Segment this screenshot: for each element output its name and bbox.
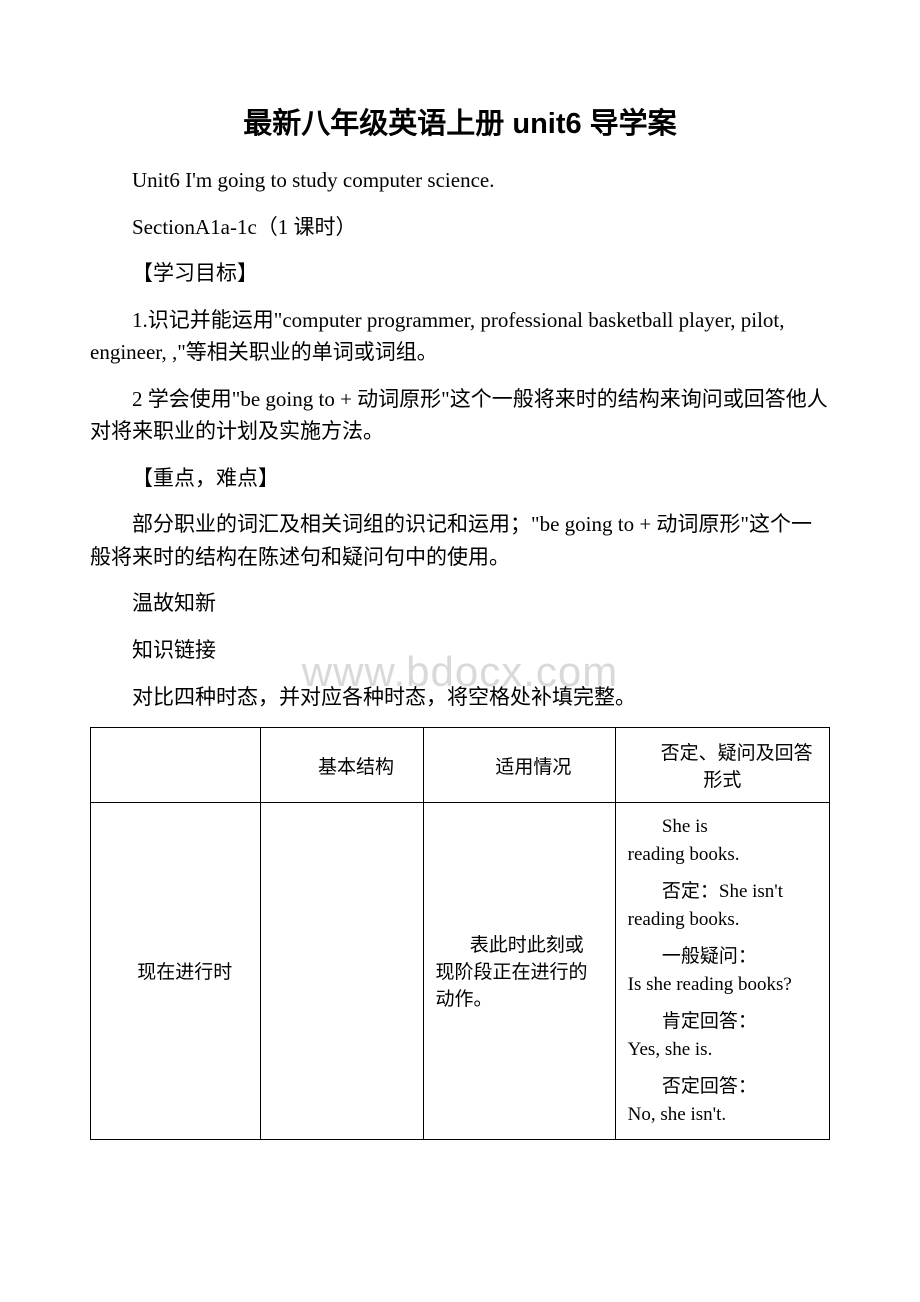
text: Is she reading books? <box>628 974 792 995</box>
text: 否定回答： <box>662 1076 757 1097</box>
tense-table: 基本结构 适用情况 否定、疑问及回答形式 现在进行时 表此时此刻或现阶段正在进行… <box>90 727 830 1139</box>
text: No, she isn't. <box>628 1104 726 1125</box>
text: 表此时此刻或现阶段正在进行的动作。 <box>436 930 603 1011</box>
question-form: 一般疑问： Is she reading books? <box>628 943 817 998</box>
text: be going to + <box>240 387 357 411</box>
text: 一般疑问： <box>662 946 757 967</box>
paragraph-key-points: 部分职业的词汇及相关词组的识记和运用；"be going to + 动词原形"这… <box>90 508 830 573</box>
paragraph-unit-title: Unit6 I'm going to study computer scienc… <box>90 164 830 197</box>
text: 肯定回答： <box>662 1011 757 1032</box>
text: 2 学会使用" <box>132 387 240 411</box>
table-row: 现在进行时 表此时此刻或现阶段正在进行的动作。 She is reading b… <box>91 803 830 1139</box>
paragraph-objective-2: 2 学会使用"be going to + 动词原形"这个一般将来时的结构来询问或… <box>90 383 830 448</box>
text: Yes, she is. <box>628 1039 713 1060</box>
paragraph-objectives-heading: 【学习目标】 <box>90 257 830 290</box>
header-cell-forms: 否定、疑问及回答形式 <box>615 728 829 803</box>
text: 否定： <box>662 881 719 902</box>
text: Unit6 I'm going to study computer scienc… <box>132 168 494 192</box>
table-header-row: 基本结构 适用情况 否定、疑问及回答形式 <box>91 728 830 803</box>
cell-forms: She is reading books. 否定：She isn't readi… <box>615 803 829 1139</box>
paragraph-key-points-heading: 【重点，难点】 <box>90 462 830 495</box>
cell-tense-name: 现在进行时 <box>91 803 261 1139</box>
text: "等相关职业的单词或词组。 <box>177 340 438 364</box>
affirmative-answer: 肯定回答： Yes, she is. <box>628 1008 817 1063</box>
paragraph-section: SectionA1a-1c（1 课时） <box>90 211 830 244</box>
cell-structure <box>260 803 423 1139</box>
text: 现在进行时 <box>103 957 248 984</box>
header-cell-blank <box>91 728 261 803</box>
paragraph-knowledge-link: 知识链接 <box>90 634 830 667</box>
header-cell-usage: 适用情况 <box>423 728 615 803</box>
example-sentence: She is reading books. <box>628 813 817 868</box>
header-cell-structure: 基本结构 <box>260 728 423 803</box>
text: 1.识记并能运用" <box>132 308 282 332</box>
text: She is <box>662 816 708 837</box>
negative-form: 否定：She isn't reading books. <box>628 878 817 933</box>
cell-usage: 表此时此刻或现阶段正在进行的动作。 <box>423 803 615 1139</box>
paragraph-objective-1: 1.识记并能运用"computer programmer, profession… <box>90 304 830 369</box>
text: 部分职业的词汇及相关词组的识记和运用；" <box>132 512 540 536</box>
page-title: 最新八年级英语上册 unit6 导学案 <box>90 100 830 142</box>
text: reading books. <box>628 844 740 865</box>
paragraph-review-heading: 温故知新 <box>90 587 830 620</box>
negative-answer: 否定回答： No, she isn't. <box>628 1073 817 1128</box>
text: be going to + <box>540 512 657 536</box>
text: SectionA1a-1c（1 课时） <box>132 215 357 239</box>
document-content: 最新八年级英语上册 unit6 导学案 Unit6 I'm going to s… <box>90 100 830 1140</box>
paragraph-instruction: 对比四种时态，并对应各种时态，将空格处补填完整。 <box>90 681 830 714</box>
